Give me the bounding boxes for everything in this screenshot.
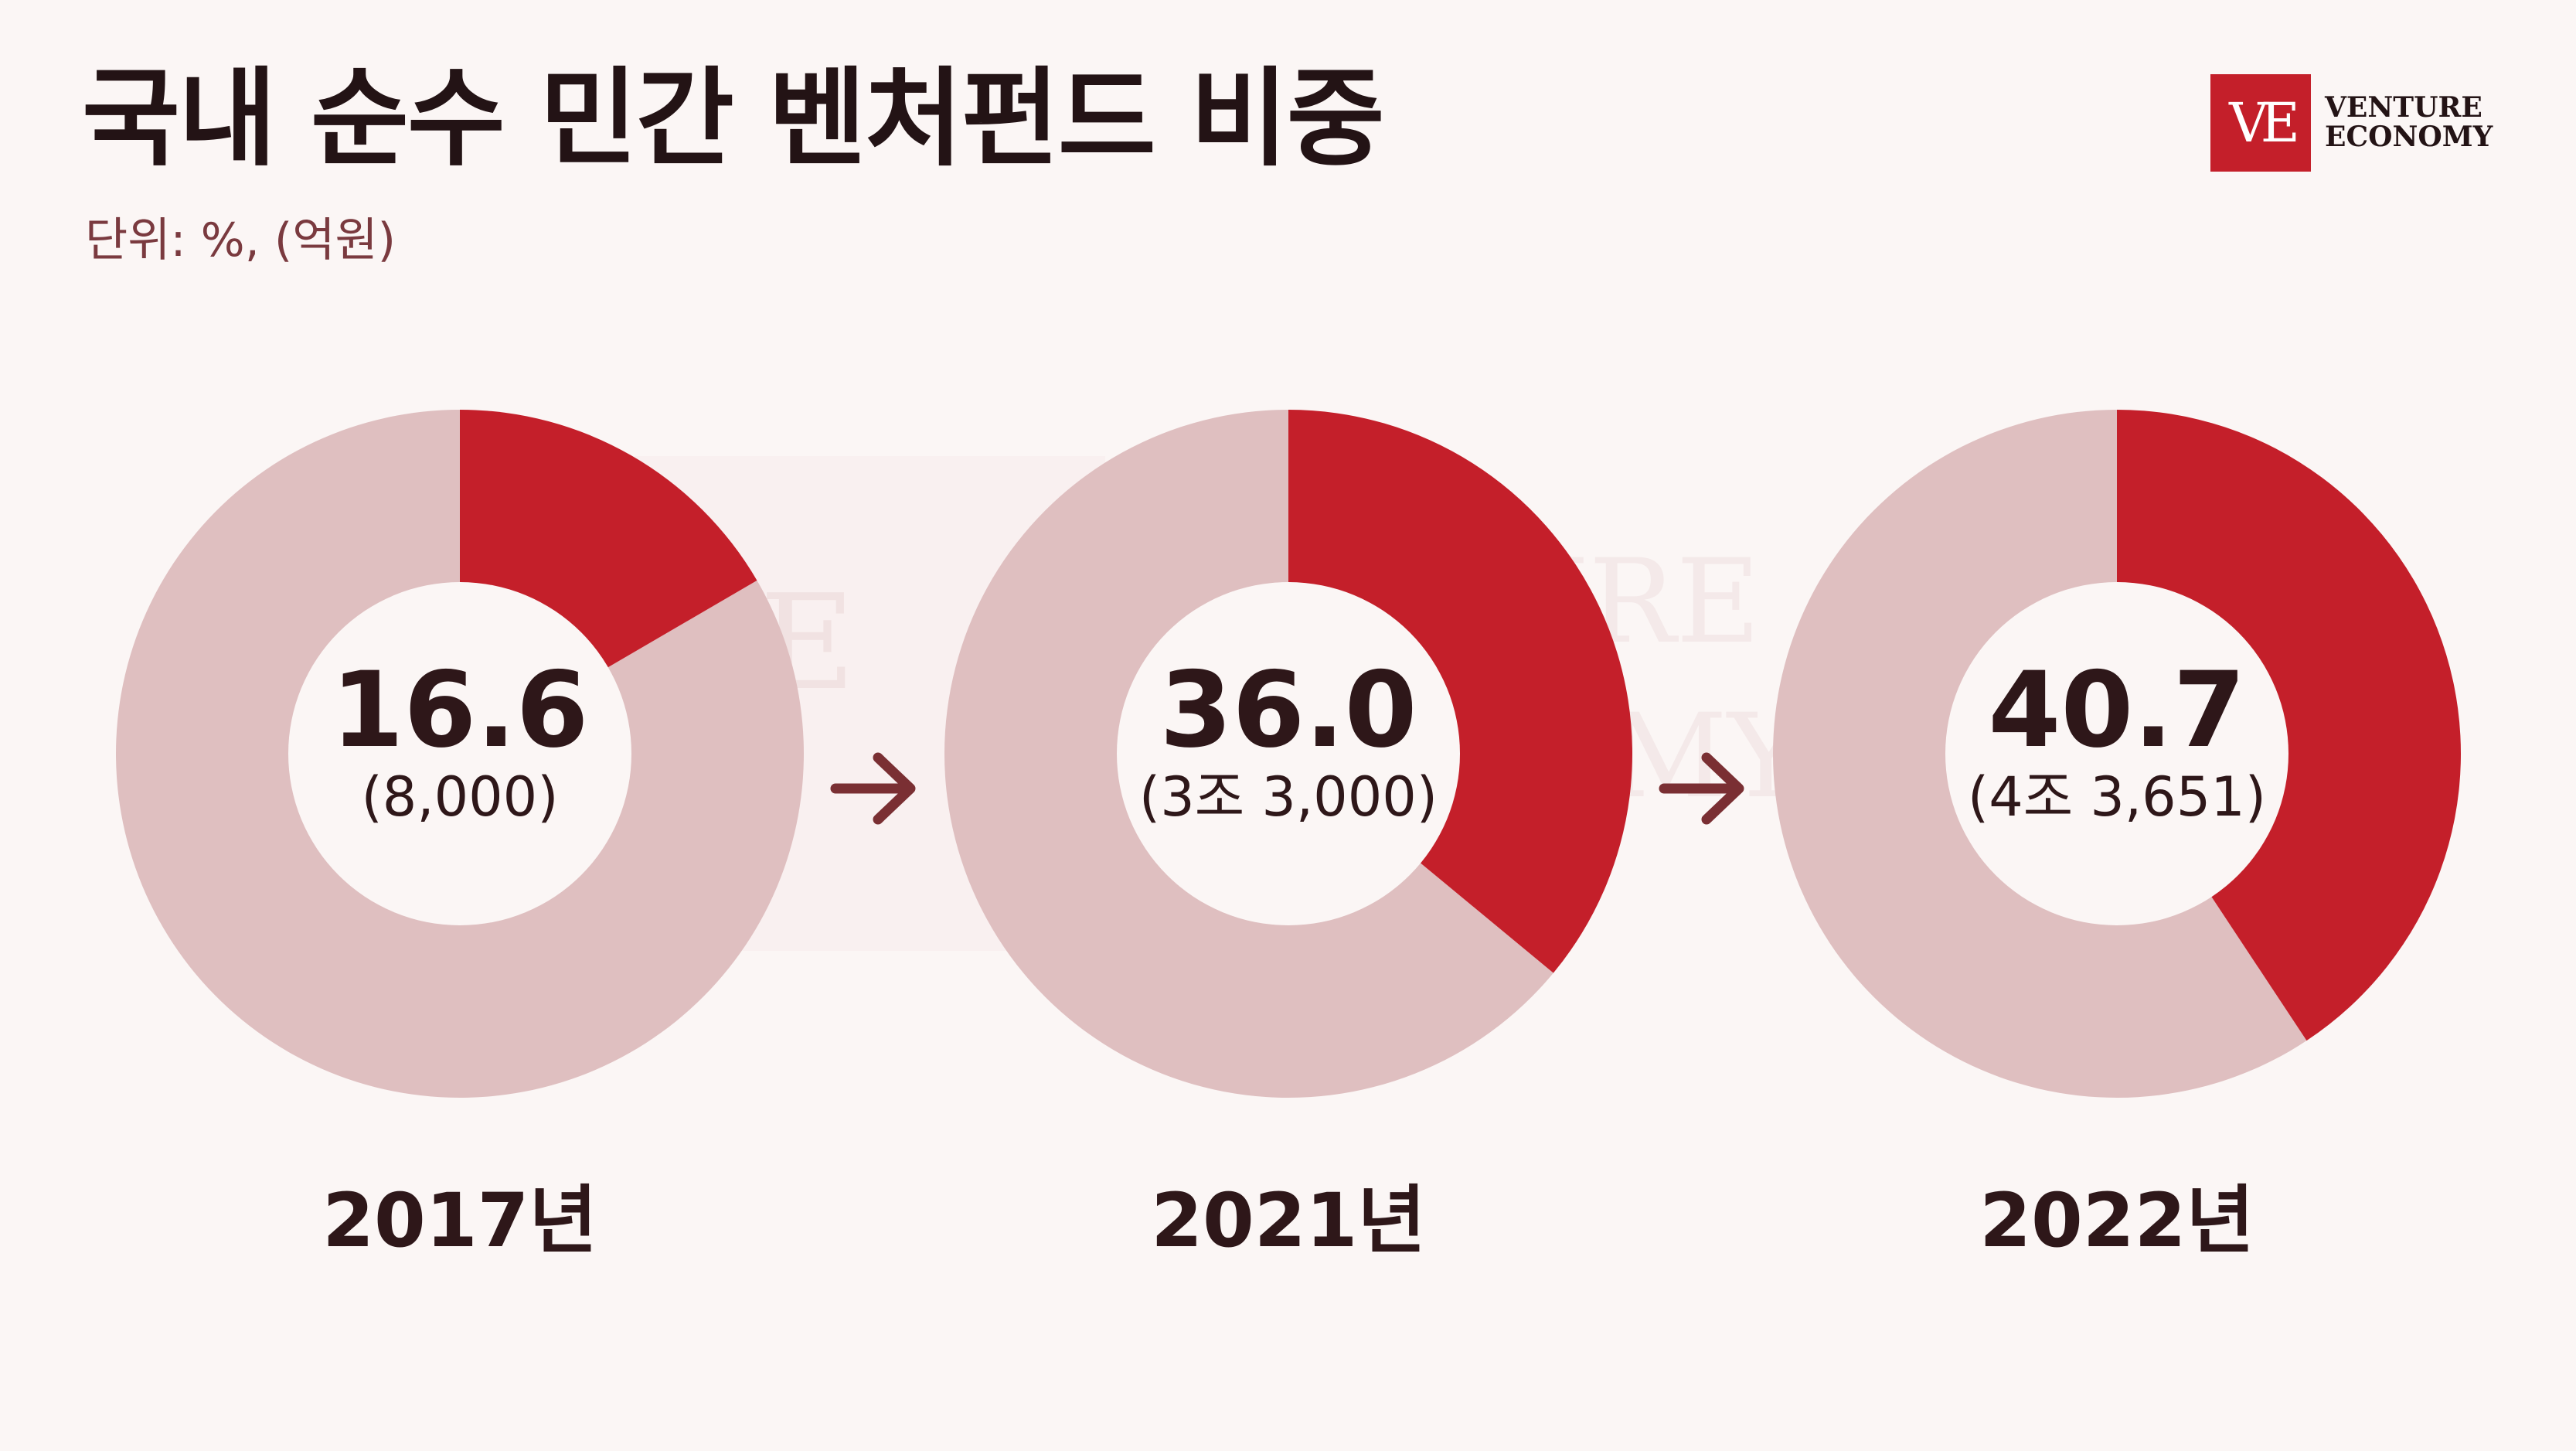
donut-hole-0 [288, 582, 631, 925]
page-title: 국내 순수 민간 벤처펀드 비중 [82, 56, 1385, 181]
slice-private-share-1 [1288, 410, 1632, 973]
value-label-0: 16.6 [331, 649, 588, 771]
amount-label-2: (4조 3,651) [1968, 765, 2266, 829]
amount-label-0: (8,000) [361, 765, 558, 829]
donut-chart-2: 40.7(4조 3,651) 2022년 [1773, 410, 2462, 1264]
logo-wordmark: VENTURE ECONOMY [2325, 91, 2493, 153]
year-label-1: 2021년 [1151, 1177, 1426, 1264]
year-label-2: 2022년 [1979, 1177, 2254, 1264]
year-label-0: 2017년 [322, 1177, 597, 1264]
logo-line-1: VENTURE [2325, 91, 2482, 124]
donut-hole-2 [1945, 582, 2288, 925]
arrow-icon-1 [1659, 752, 1744, 825]
donut-chart-0: 16.6(8,000) 2017년 [115, 410, 804, 1264]
unit-label: 단위: %, (억원) [85, 213, 396, 267]
logo-line-2: ECONOMY [2325, 121, 2493, 153]
arrow-icon-0 [830, 752, 916, 825]
value-label-2: 40.7 [1988, 649, 2245, 771]
logo-mark: VE [2210, 74, 2311, 172]
donut-chart-1: 36.0(3조 3,000) 2021년 [944, 410, 1632, 1264]
amount-label-1: (3조 3,000) [1139, 765, 1438, 829]
value-label-1: 36.0 [1159, 649, 1417, 771]
donut-hole-1 [1117, 582, 1460, 925]
brand-logo: VE VENTURE ECONOMY [2210, 74, 2493, 172]
